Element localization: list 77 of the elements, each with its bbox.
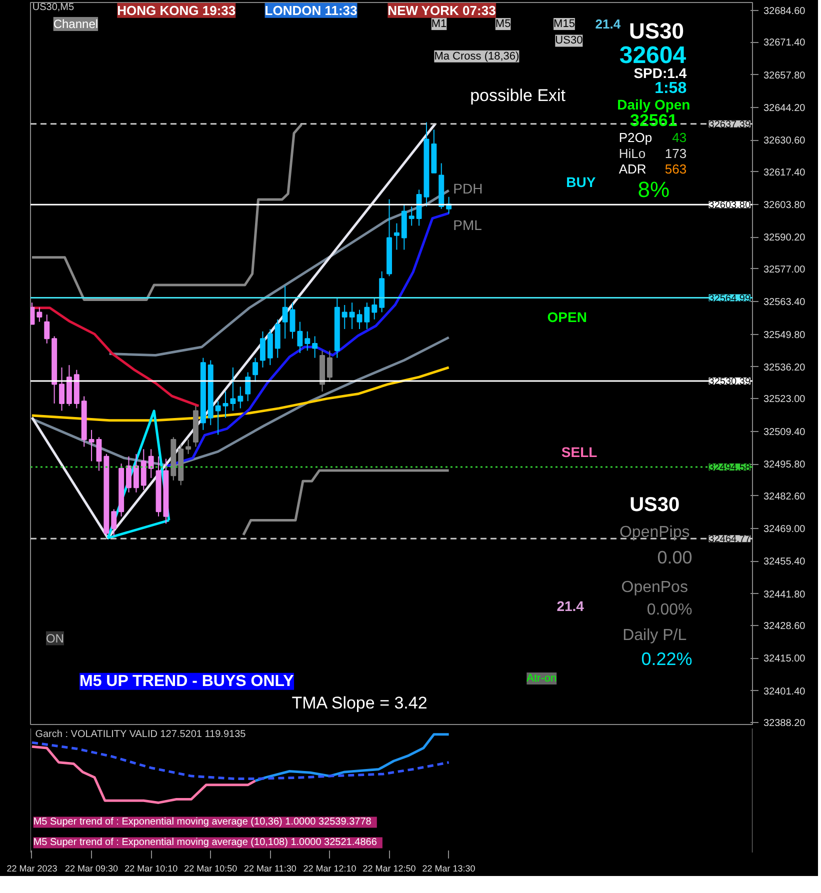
annotation: Daily Open xyxy=(617,96,690,112)
y-tick-label: 32428.60 xyxy=(764,621,806,632)
annotation: M5 UP TREND - BUYS ONLY xyxy=(79,672,294,690)
annotation: OPEN xyxy=(547,308,587,325)
annotation: Channel xyxy=(53,17,98,32)
annotation: LONDON 11:33 xyxy=(264,2,358,18)
annotation: 21.4 xyxy=(556,598,584,614)
y-tick-label: 32469.00 xyxy=(764,524,806,535)
y-tick-label: 32523.00 xyxy=(764,394,806,406)
x-tick-label: 22 Mar 12:10 xyxy=(303,864,356,874)
annotation: HiLo xyxy=(618,146,646,161)
ref-line-label: 32530.39 xyxy=(708,376,751,388)
x-tick-label: 22 Mar 10:50 xyxy=(184,864,238,874)
x-tick-label: 22 Mar 10:10 xyxy=(124,864,178,874)
x-tick-label: 22 Mar 13:30 xyxy=(422,864,476,874)
y-tick-label: 32644.20 xyxy=(764,102,806,114)
annotation: 563 xyxy=(664,162,687,177)
x-tick-label: 22 Mar 09:30 xyxy=(65,864,118,874)
annotation: PML xyxy=(453,216,482,233)
ref-line-label: 32637.39 xyxy=(708,119,751,130)
annotation: 173 xyxy=(664,146,687,161)
y-tick-label: 32549.80 xyxy=(764,330,806,341)
annotation: P2Op xyxy=(618,130,652,146)
annotation: 0.00 xyxy=(657,547,692,568)
annotation: US30 xyxy=(555,34,583,47)
annotation: BUY xyxy=(566,174,596,190)
annotation: OpenPips xyxy=(619,524,690,541)
text: M5 Super trend of : Exponential moving average (10,108) 1.0000 32521.4866 xyxy=(33,837,378,848)
y-tick-label: 32671.40 xyxy=(764,38,806,49)
y-tick-label: 32415.00 xyxy=(764,654,806,665)
annotation: 0.00% xyxy=(646,601,692,618)
annotation: Atr-on xyxy=(526,672,557,684)
annotation: 0.22% xyxy=(641,648,692,669)
annotation: 1:58 xyxy=(654,80,687,98)
x-tick-label: 22 Mar 2023 xyxy=(6,864,58,874)
annotation: HONG KONG 19:33 xyxy=(117,2,236,18)
annotation: NEW YORK 07:33 xyxy=(388,2,496,18)
y-tick-label: 32617.40 xyxy=(764,167,806,178)
annotation: 43 xyxy=(672,130,687,146)
y-tick-label: 32441.80 xyxy=(764,589,806,600)
annotation: ON xyxy=(46,631,64,646)
annotation: M1 xyxy=(431,18,447,30)
annotation: SELL xyxy=(561,444,598,460)
y-tick-label: 32630.60 xyxy=(764,136,806,147)
annotation: M15 xyxy=(554,18,575,30)
y-tick-label: 32482.60 xyxy=(764,491,806,502)
y-tick-label: 32590.20 xyxy=(764,232,806,244)
y-tick-label: 32563.40 xyxy=(764,297,806,308)
y-tick-label: 32401.40 xyxy=(764,686,806,698)
ref-line-label: 32564.99 xyxy=(708,293,751,304)
y-tick-label: 32657.80 xyxy=(764,70,806,82)
chart-title: Garch : VOLATILITY VALID 127.5201 119.9135 xyxy=(35,728,246,740)
annotation: Ma Cross (18,36) xyxy=(434,50,520,62)
annotation: M5 xyxy=(495,18,511,30)
annotation: PDH xyxy=(453,180,483,197)
annotation: US30,M5 xyxy=(32,2,75,13)
annotation: OpenPos xyxy=(621,578,688,596)
x-tick-label: 22 Mar 12:50 xyxy=(362,864,416,874)
y-tick-label: 32509.40 xyxy=(764,426,806,438)
annotation: US30 xyxy=(628,18,684,44)
y-tick-label: 32495.80 xyxy=(764,460,806,471)
ref-line-label: 32494.58 xyxy=(708,462,751,474)
annotation: US30 xyxy=(630,494,680,516)
annotation: ADR xyxy=(618,162,646,177)
annotation: 21.4 xyxy=(595,16,622,32)
y-tick-label: 32455.40 xyxy=(764,556,806,568)
y-tick-label: 32603.80 xyxy=(764,200,806,212)
annotation: TMA Slope = 3.42 xyxy=(292,693,428,712)
y-tick-label: 32536.20 xyxy=(764,362,806,374)
text: M5 Super trend of : Exponential moving average (10,36) 1.0000 32539.3778 xyxy=(33,816,372,828)
annotation: 8% xyxy=(638,177,670,202)
annotation: Daily P/L xyxy=(622,626,687,644)
y-tick-label: 32388.20 xyxy=(764,718,806,730)
annotation: possible Exit xyxy=(470,86,566,106)
y-tick-label: 32684.60 xyxy=(764,6,806,17)
y-tick-label: 32577.00 xyxy=(764,264,806,276)
x-tick-label: 22 Mar 11:30 xyxy=(244,864,296,874)
